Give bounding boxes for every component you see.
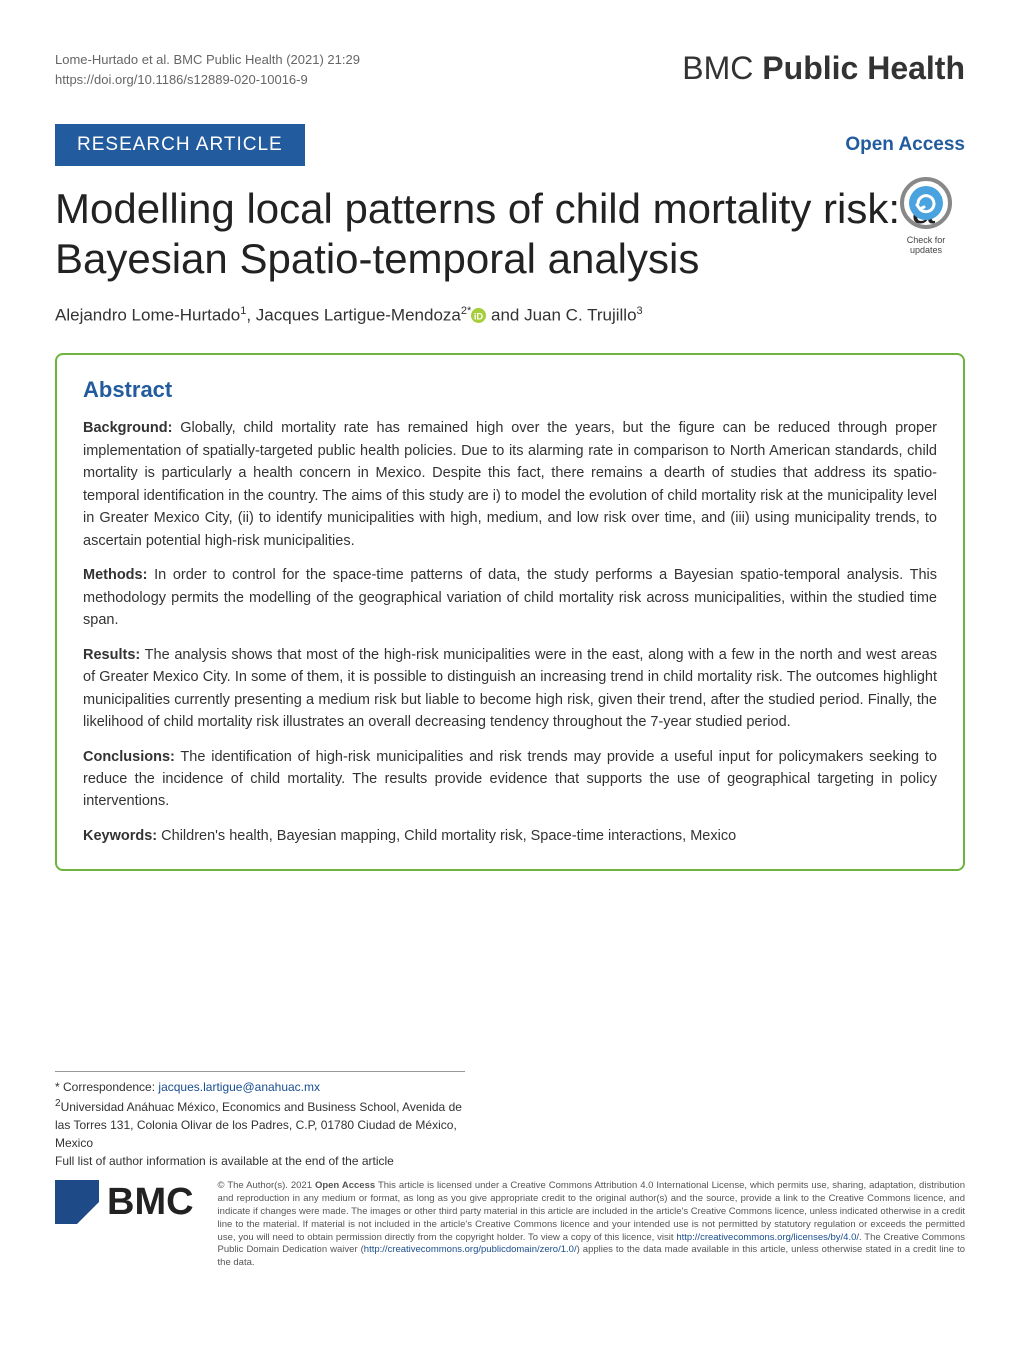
pd-waiver-link[interactable]: http://creativecommons.org/publicdomain/… [364,1244,577,1255]
bmc-logo: BMC [55,1180,194,1224]
citation: Lome-Hurtado et al. BMC Public Health (2… [55,50,360,89]
doi-link[interactable]: https://doi.org/10.1186/s12889-020-10016… [55,70,360,90]
author-name: Jacques Lartigue-Mendoza [256,305,461,324]
bmc-square-icon [55,1180,99,1224]
author-name: Juan C. Trujillo [524,305,636,324]
badge-row: RESEARCH ARTICLE Open Access [55,124,965,166]
correspondence: * Correspondence: jacques.lartigue@anahu… [55,1071,465,1170]
journal-prefix: BMC [682,50,762,86]
abstract-box: Abstract Background: Globally, child mor… [55,353,965,871]
abstract-conclusions: Conclusions: The identification of high-… [83,746,937,813]
affiliation-text: Universidad Anáhuac México, Economics an… [55,1100,462,1150]
authors: Alejandro Lome-Hurtado1, Jacques Lartigu… [55,305,965,326]
journal-logo: BMC Public Health [682,50,965,87]
license-link[interactable]: http://creativecommons.org/licenses/by/4… [676,1232,859,1243]
check-updates-button[interactable]: Check for updates [887,175,965,256]
article-type-badge: RESEARCH ARTICLE [55,124,305,166]
author-aff: 3 [637,305,643,317]
bmc-text: BMC [107,1181,194,1224]
abstract-results: Results: The analysis shows that most of… [83,644,937,734]
svg-text:iD: iD [474,312,484,322]
journal-bold: Public Health [762,50,965,86]
open-access-label: Open Access [845,134,965,156]
keywords: Keywords: Children's health, Bayesian ma… [83,825,937,847]
abstract-background: Background: Globally, child mortality ra… [83,417,937,552]
abstract-heading: Abstract [83,377,937,403]
author-name: Alejandro Lome-Hurtado [55,305,240,324]
article-title: Modelling local patterns of child mortal… [55,184,965,285]
spacer [55,911,965,1071]
orcid-icon[interactable]: iD [471,308,486,323]
check-updates-label: Check for updates [887,236,965,256]
license-text: © The Author(s). 2021 Open Access This a… [218,1180,965,1270]
full-author-list-note: Full list of author information is avail… [55,1154,394,1168]
author-aff: 2* [461,305,471,317]
abstract-methods: Methods: In order to control for the spa… [83,564,937,631]
citation-line: Lome-Hurtado et al. BMC Public Health (2… [55,50,360,70]
correspondence-email[interactable]: jacques.lartigue@anahuac.mx [158,1080,320,1094]
running-head: Lome-Hurtado et al. BMC Public Health (2… [55,50,965,89]
crossmark-icon [898,175,954,231]
footer: BMC © The Author(s). 2021 Open Access Th… [55,1180,965,1270]
